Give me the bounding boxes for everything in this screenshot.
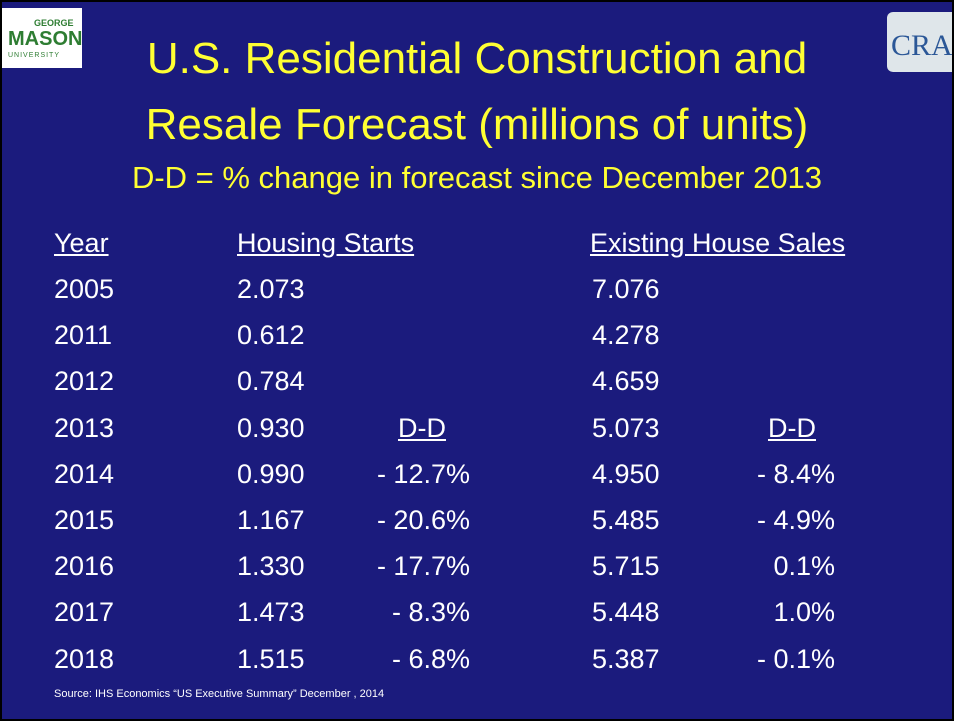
column-header: Existing House Sales — [590, 228, 846, 258]
starts-cell: 1.167 — [237, 505, 305, 535]
sales-cell: 7.076 — [592, 274, 660, 304]
sales-dd-cell: - 4.9% — [756, 505, 835, 535]
sales-cell: 5.485 — [592, 505, 660, 535]
year-cell: 2012 — [54, 366, 115, 397]
year-cell: 2014 — [54, 458, 115, 489]
cra-logo: CRA — [887, 12, 952, 72]
starts-dd-cell: - 6.8% — [391, 643, 470, 674]
year-cell: 2018 — [54, 643, 115, 674]
title: U.S. Residential Construction and — [146, 34, 808, 83]
source: Source: IHS Economics “US Executive Summ… — [54, 688, 385, 700]
sales-dd-cell: D-D — [768, 412, 816, 443]
starts-cell: 1.330 — [237, 551, 305, 582]
starts-cell: 1.515 — [237, 643, 305, 674]
year-cell: 2017 — [54, 597, 115, 628]
starts-dd-cell: - 8.3% — [391, 597, 470, 628]
sales-dd-cell: - 8.4% — [756, 458, 835, 489]
year-cell: 2011 — [54, 320, 113, 351]
year-cell: 2013 — [54, 412, 115, 443]
sales-dd-cell: 1.0% — [773, 597, 835, 628]
sales-cell: 5.448 — [592, 597, 660, 628]
sales-cell: 4.278 — [592, 320, 660, 351]
starts-cell: 0.930 — [237, 412, 305, 443]
sales-cell: 4.659 — [592, 366, 660, 397]
sales-cell: 5.715 — [592, 551, 660, 582]
sales-cell: 5.073 — [592, 412, 660, 443]
logo-text: MASON — [8, 28, 83, 50]
subtitle: D-D = % change in forecast since Decembe… — [131, 160, 823, 195]
year-cell: 2015 — [54, 505, 115, 535]
sales-dd-cell: - 0.1% — [756, 643, 835, 674]
starts-cell: 0.612 — [237, 320, 305, 351]
sales-dd-cell: 0.1% — [773, 551, 835, 582]
starts-cell: 0.990 — [237, 458, 305, 489]
mason-logo: GEORGE MASON UNIVERSITY — [2, 8, 82, 68]
sales-cell: 4.950 — [592, 458, 660, 489]
starts-dd-cell: - 12.7% — [376, 458, 470, 489]
starts-cell: 0.784 — [237, 366, 305, 397]
column-header: Year — [54, 228, 109, 258]
starts-dd-cell: - 20.6% — [376, 505, 470, 535]
starts-cell: 2.073 — [237, 274, 305, 304]
starts-dd-cell: D-D — [398, 412, 446, 443]
sales-cell: 5.387 — [592, 643, 660, 674]
column-header: Housing Starts — [237, 228, 415, 258]
logo-text: CRA — [891, 29, 952, 62]
logo-text: UNIVERSITY — [8, 52, 61, 59]
title: Resale Forecast (millions of units) — [145, 100, 809, 149]
logo-text: GEORGE — [34, 18, 74, 28]
year-cell: 2016 — [54, 551, 115, 582]
year-cell: 2005 — [54, 274, 115, 304]
starts-dd-cell: - 17.7% — [376, 551, 470, 582]
starts-cell: 1.473 — [237, 597, 305, 628]
